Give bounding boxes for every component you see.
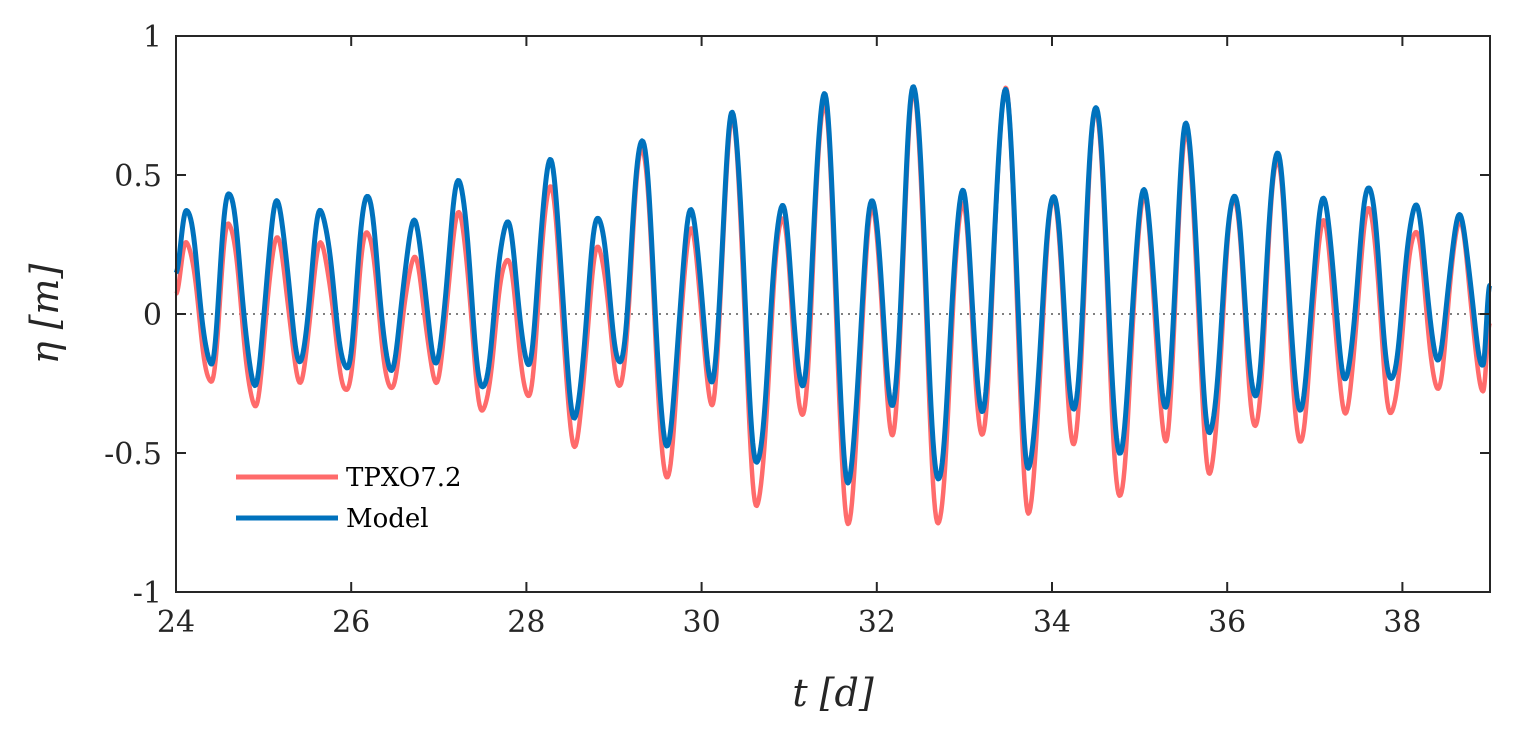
x-axis-label: t [d] — [792, 671, 874, 715]
y-tick-label: 1 — [143, 20, 162, 55]
x-tick-label: 28 — [507, 605, 545, 640]
x-tick-label: 34 — [1033, 605, 1071, 640]
y-tick-label: 0 — [143, 298, 162, 333]
x-tick-label: 24 — [157, 605, 195, 640]
legend: TPXO7.2 Model — [236, 463, 462, 534]
x-tick-label: 36 — [1208, 605, 1246, 640]
legend-entry-tpxo: TPXO7.2 — [346, 463, 462, 493]
y-tick-label: -1 — [133, 576, 162, 611]
x-tick-label: 32 — [858, 605, 896, 640]
legend-entry-model: Model — [346, 504, 429, 534]
x-tick-label: 38 — [1383, 605, 1421, 640]
x-tick-label: 30 — [683, 605, 721, 640]
ticks-layer: 24 26 28 30 32 34 36 38 1 0.5 0 -0.5 -1 — [104, 20, 1490, 640]
series-line-model — [173, 84, 1493, 486]
series-layer — [173, 84, 1493, 527]
y-axis-label: η [m] — [23, 264, 67, 365]
y-tick-label: 0.5 — [114, 159, 162, 194]
y-tick-label: -0.5 — [104, 437, 162, 472]
x-tick-label: 26 — [332, 605, 370, 640]
